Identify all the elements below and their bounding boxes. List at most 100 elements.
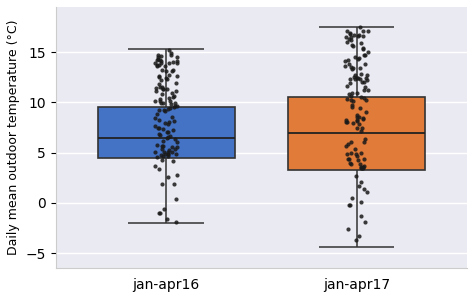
Point [170,60,177,65]
Point [157,58,165,63]
Point [159,87,167,92]
Point [354,117,361,122]
Point [357,165,365,170]
Point [153,58,161,63]
Point [356,77,364,82]
Point [354,76,362,80]
Point [342,59,349,64]
Point [169,68,176,73]
Point [173,58,181,63]
Point [347,97,355,102]
Point [351,147,359,152]
Point [362,98,370,103]
Point [342,35,349,39]
Point [354,57,362,62]
Point [173,80,180,85]
Point [356,121,363,126]
Point [153,64,161,69]
Point [154,57,162,62]
Point [158,84,166,89]
Point [347,38,355,42]
Point [156,57,164,62]
Point [163,136,171,141]
Point [349,121,357,126]
Point [346,161,354,166]
Point [348,103,356,107]
Point [353,151,360,156]
Point [357,129,365,133]
Point [348,42,356,47]
Point [352,174,359,179]
Point [344,226,351,231]
Point [158,92,166,97]
Point [357,72,365,77]
Point [156,97,164,102]
Point [159,147,166,152]
Point [355,234,363,239]
Point [161,207,168,212]
Point [173,60,181,65]
Point [169,127,177,132]
Point [342,144,350,148]
Point [353,154,361,159]
Point [355,184,363,189]
Point [353,126,361,130]
Point [166,134,173,139]
Point [155,54,162,59]
Point [349,99,356,103]
Point [164,130,172,135]
Point [160,107,167,112]
Point [156,210,164,215]
Point [356,105,364,110]
Point [352,238,360,243]
Point [173,173,181,178]
Point [342,118,350,123]
Point [364,87,372,92]
Point [151,115,159,120]
Point [158,68,165,73]
Point [155,117,163,122]
Point [351,32,358,37]
Point [361,139,368,144]
Point [157,53,164,58]
Point [346,31,354,36]
Point [346,81,354,86]
Point [358,126,365,130]
Point [355,115,363,119]
Point [166,106,173,111]
Point [164,152,172,156]
Point [154,126,162,131]
Point [351,73,359,78]
Point [167,51,174,56]
Point [158,61,165,66]
Point [163,69,170,74]
Point [364,28,371,33]
Point [341,63,349,68]
Point [163,129,171,134]
Point [166,98,174,103]
Point [362,137,369,142]
Point [157,77,165,82]
Point [161,152,169,157]
Point [359,47,366,52]
Point [362,109,369,114]
Point [160,149,167,154]
Point [156,98,164,103]
Point [360,46,367,51]
Point [361,85,368,90]
Y-axis label: Daily mean outdoor temperature (°C): Daily mean outdoor temperature (°C) [7,20,20,255]
Point [356,65,364,70]
Point [164,134,172,139]
Point [344,58,352,63]
Point [168,115,176,119]
Point [364,50,372,55]
Point [343,84,351,89]
Point [164,87,171,91]
Point [351,77,359,82]
Point [356,56,363,60]
Point [151,123,159,128]
Point [357,180,365,185]
Point [165,72,173,77]
Point [172,219,180,224]
Point [343,40,351,45]
